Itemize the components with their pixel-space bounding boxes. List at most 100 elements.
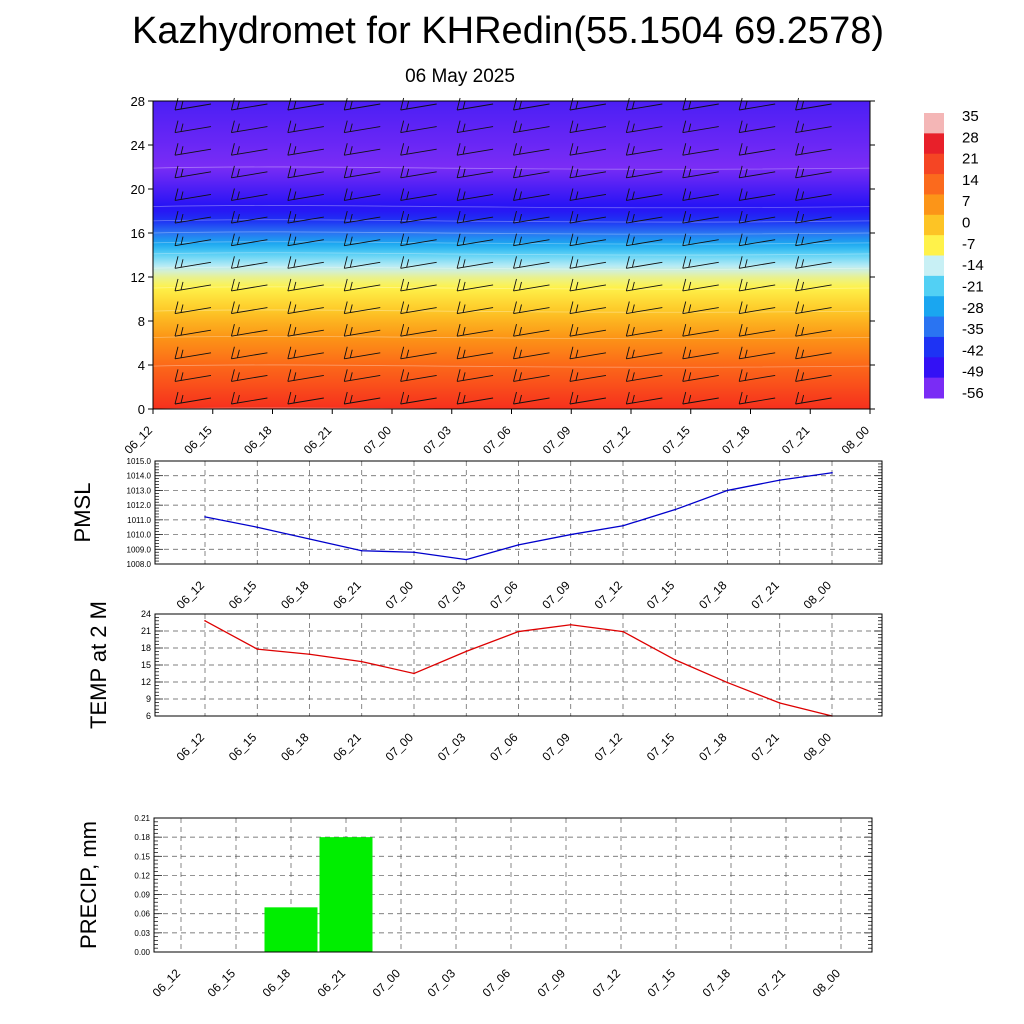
x-tick-label: 07_18 [719,423,753,457]
wind-barb-flag [801,168,805,177]
wind-barb-flag [180,327,184,336]
wind-barb-flag [236,349,240,358]
wind-barb-flag [180,146,184,155]
wind-barb-flag [795,97,800,111]
temp-panel: 6 9 12 15 18 21 24 06_12 06_15 06_18 06_21 07_00 07_… [86,601,883,764]
data-point [413,551,415,554]
wind-barb-flag [738,188,743,201]
wind-barb-flag [801,281,805,291]
wind-barb-flag [462,100,466,110]
y-tick-label: 4 [138,358,145,373]
wind-barb-flag [406,123,410,132]
wind-barb-flag [575,372,579,381]
wind-barb-flag [462,236,466,245]
wind-barb-flag [287,188,292,201]
wind-barb-flag [625,369,630,382]
wind-barb-flag [738,233,743,246]
wind-barb-flag [625,324,630,337]
wind-barb-flag [174,120,179,133]
wind-barb-flag [513,278,517,292]
x-tick-label: 07_06 [487,578,521,612]
wind-barb-flag [236,123,240,132]
x-tick-label: 07_12 [590,966,624,1000]
wind-barb-flag [631,372,635,381]
wind-barb-flag [406,327,410,336]
colorbar-label: -21 [962,278,984,295]
wind-barb-flag [456,120,461,133]
wind-barb-flag [293,168,297,177]
wind-barb-flag [230,369,235,382]
x-tick-label: 07_06 [487,730,521,764]
y-tick-label: 6 [146,711,151,721]
contour-line [152,266,871,270]
x-tick-label: 08_00 [801,578,835,612]
x-tick-label: 07_03 [425,966,459,1000]
wind-barb-flag [795,210,800,224]
colorbar-label: -49 [962,364,984,381]
wind-barb-flag [688,327,692,336]
y-tick-label: 16 [131,226,145,241]
contour-line [152,309,871,313]
data-point [308,538,311,540]
wind-barb-flag [631,281,635,291]
wind-barb-flag [349,281,353,291]
wind-barb-flag [349,100,353,110]
wind-barb-flag [400,301,405,314]
wind-barb-flag [174,97,179,111]
x-tick-label: 07_18 [696,730,730,764]
wind-barb-flag [400,233,405,246]
wind-barb-flag [795,143,800,156]
data-point [778,702,781,704]
wind-barb-flag [174,369,179,382]
wind-barb-flag [575,123,579,132]
colorbar-segment [924,296,944,318]
wind-barb-flag [343,346,348,359]
wind-barb-flag [236,146,240,155]
wind-barb-flag [688,304,692,313]
wind-barb-flag [795,165,800,178]
wind-barb-flag [519,281,522,291]
wind-barb-flag [287,256,292,269]
x-tick-label: 07_06 [480,966,514,1000]
wind-barb-flag [349,372,353,381]
wind-barb-flag [682,346,687,359]
wind-barb-flag [343,278,348,292]
wind-barb-flag [682,278,687,292]
wind-barb-flag [293,236,297,245]
y-tick-label: 1008.0 [127,560,152,569]
y-tick-label: 1015.0 [127,457,152,466]
wind-barb-flag [287,391,292,405]
wind-barb-flag [174,278,179,292]
wind-barb-flag [801,146,805,155]
wind-barb-flag [801,372,805,381]
wind-barb-flag [343,97,348,111]
wind-barb-flag [795,346,800,359]
data-point [256,526,259,529]
data-point [726,681,729,684]
wind-barb-flag [631,191,635,200]
wind-barb-flag [462,259,466,268]
x-tick-label: 08_00 [839,423,873,457]
wind-barb-flag [513,97,517,111]
wind-barb-flag [519,304,522,313]
wind-barb-flag [293,349,297,358]
wind-barb-flag [682,165,687,178]
wind-barb-flag [688,100,692,110]
wind-barb-flag [682,233,687,246]
colorbar-label: 0 [962,215,970,232]
wind-barb-flag [180,168,184,177]
wind-barb-flag [406,394,410,404]
wind-barb-flag [519,123,522,132]
panel-frame [154,613,883,717]
data-point [413,672,415,675]
y-tick-label: 15 [141,660,151,670]
wind-barb-flag [180,236,184,245]
colorbar-label: -42 [962,342,984,359]
wind-barb-flag [682,324,687,337]
wind-barb-flag [519,213,522,223]
wind-barb-flag [688,259,692,268]
wind-barb-flag [400,369,405,382]
wind-barb-flag [406,100,410,110]
wind-barb-flag [744,123,748,132]
wind-barb-flag [349,327,353,336]
